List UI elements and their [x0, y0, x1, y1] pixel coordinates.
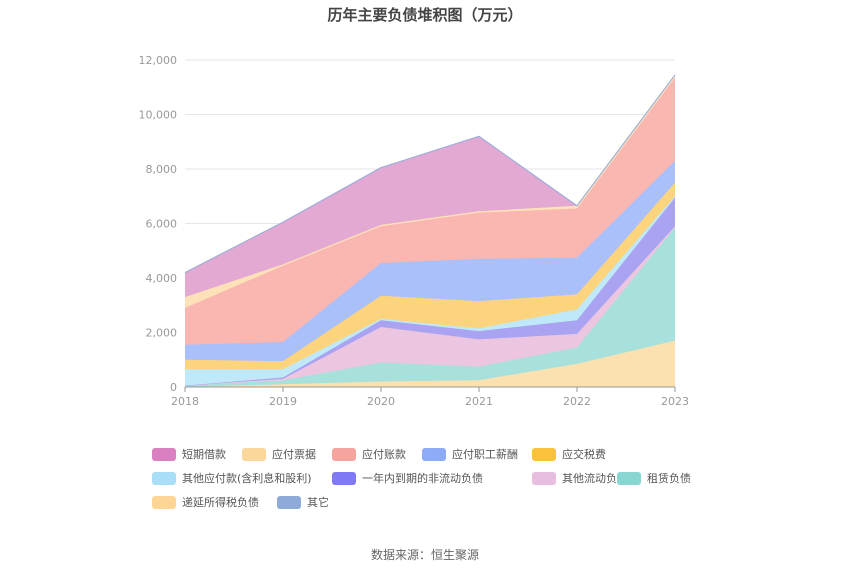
legend-label: 其他应付款(含利息和股利) [182, 472, 312, 485]
area-series [185, 77, 675, 345]
y-tick-label: 4,000 [146, 272, 178, 285]
legend-item[interactable]: 短期借款 [152, 446, 226, 462]
y-tick-label: 8,000 [146, 163, 178, 176]
area-series [185, 226, 675, 386]
legend-label: 短期借款 [182, 448, 226, 461]
area-series-edge [184, 74, 676, 273]
legend-item[interactable]: 一年内到期的非流动负债 [332, 470, 483, 486]
legend-item[interactable]: 应交税费 [532, 446, 606, 462]
legend-item[interactable]: 递延所得税负债 [152, 494, 259, 510]
legend-item[interactable]: 应付职工薪酬 [422, 446, 518, 462]
legend-label: 递延所得税负债 [182, 496, 259, 509]
legend-swatch [532, 471, 556, 485]
x-tick-label: 2023 [661, 395, 689, 408]
legend-label: 应付职工薪酬 [452, 448, 518, 461]
legend-item[interactable]: 其它 [277, 494, 329, 510]
legend-item[interactable]: 租赁负债 [617, 470, 691, 486]
legend-swatch [152, 447, 176, 461]
legend-swatch [532, 447, 556, 461]
y-tick-label: 2,000 [146, 327, 178, 340]
legend-label: 其它 [307, 496, 329, 509]
legend-item[interactable]: 其他应付款(含利息和股利) [152, 470, 312, 486]
area-series [185, 74, 675, 298]
y-tick-label: 12,000 [139, 54, 178, 67]
data-source-note: 数据来源：恒生聚源 [370, 548, 479, 562]
legend-swatch [277, 495, 301, 509]
legend-label: 租赁负债 [647, 472, 691, 485]
legend-label: 应交税费 [562, 448, 606, 461]
x-tick-label: 2019 [269, 395, 297, 408]
legend-item[interactable]: 应付票据 [242, 446, 316, 462]
y-tick-label: 10,000 [139, 109, 178, 122]
legend-swatch [422, 447, 446, 461]
legend-label: 应付账款 [362, 448, 406, 461]
x-tick-label: 2022 [563, 395, 591, 408]
legend-label: 其他流动负债 [562, 472, 628, 485]
y-tick-label: 0 [170, 381, 177, 394]
legend-swatch [332, 447, 356, 461]
area-series [185, 340, 675, 387]
legend-swatch [617, 471, 641, 485]
x-tick-label: 2021 [465, 395, 493, 408]
legend-label: 一年内到期的非流动负债 [362, 472, 483, 485]
legend-item[interactable]: 其他流动负债 [532, 470, 628, 486]
y-tick-label: 6,000 [146, 218, 178, 231]
legend-label: 应付票据 [272, 448, 316, 461]
chart-title: 历年主要负债堆积图（万元） [327, 6, 523, 24]
axes: 0 2,000 4,000 6,000 8,000 10,000 12,000 2018 201… [139, 54, 690, 408]
legend-swatch [152, 495, 176, 509]
legend-swatch [152, 471, 176, 485]
area-series-edge [184, 160, 676, 346]
area-series-layer [184, 74, 676, 388]
legend-swatch [242, 447, 266, 461]
legend-item[interactable]: 应付账款 [332, 446, 406, 462]
area-series [185, 74, 675, 308]
x-tick-label: 2020 [367, 395, 395, 408]
x-tick-label: 2018 [171, 395, 199, 408]
legend-swatch [332, 471, 356, 485]
